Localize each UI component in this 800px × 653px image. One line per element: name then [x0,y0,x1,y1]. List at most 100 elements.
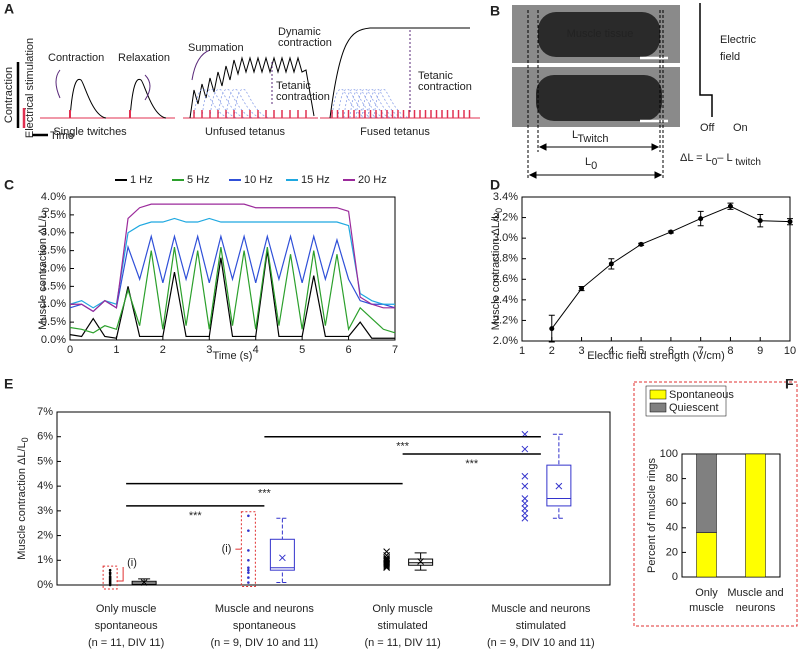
formula-part: – L [717,152,732,164]
x-tick-label: 0 [67,344,73,356]
panel-label: D [490,177,500,193]
category-label: Only muscle [96,603,157,615]
x-tick-label: 5 [638,345,644,357]
point [108,571,112,574]
annotation: (i) [127,557,137,569]
field-label: field [720,51,740,63]
schematic-curve [367,88,405,119]
schematic-label: Tetanic [276,80,311,92]
y-tick-label: 3.0% [41,227,66,239]
schematic-curve [193,88,231,119]
schematic-curve [329,27,470,119]
tissue-label: Muscle tissue [567,28,634,40]
data-point [668,229,674,235]
point [521,509,529,517]
y-tick-label: 100 [660,448,678,460]
schematic-curve [361,88,399,119]
x-tick-label: 7 [698,345,704,357]
l-zero-part: 0 [591,160,597,172]
tissue-top [538,12,660,57]
schematic-curve [337,88,375,119]
y-tick-label: 2.5% [41,245,66,257]
point [383,548,390,555]
schematic-label: Contraction [48,52,104,64]
point [521,482,529,490]
y-axis-label-main: Percent of muscle rings [646,458,658,573]
annotation: (i) [222,543,232,555]
legend-swatch [649,402,667,413]
y-axis-label-sub: 0 [41,207,51,212]
y-tick-label: 3.0% [493,232,518,244]
schematic-caption: Fused tetanus [360,126,430,138]
point [521,472,529,480]
field-signal [699,3,713,117]
y-tick-label: 2.6% [493,273,518,285]
annotation-arrow [117,567,124,582]
point [247,558,250,562]
tissue-bottom [536,75,662,121]
formula-part: ΔL = L [680,152,712,164]
schematic-curve [129,78,167,119]
category-n: (n = 9, DIV 10 and 11) [211,637,319,649]
field-off: Off [700,122,715,134]
y-tick-label: 0.5% [41,316,66,328]
x-tick-label: 1 [113,344,119,356]
legend-label: 10 Hz [244,174,273,186]
y-tick-label: 1.5% [41,280,66,292]
mean-marker [279,554,286,562]
y-tick-label: 2.8% [493,253,518,265]
panel-f-frame [633,381,798,627]
y-tick-label: 2% [37,529,53,541]
y-tick-label: 0 [672,571,678,583]
x-axis-label: Electric field strength (V/cm) [587,350,725,362]
schematic-curve [355,88,393,119]
y-tick-label: 7% [37,406,53,418]
mean-marker [140,579,148,586]
panel-label: F [785,376,794,392]
l-twitch-part: L [572,129,578,141]
data-point [638,241,644,247]
legend-label: 5 Hz [187,174,210,186]
significance-label: *** [465,458,479,470]
legend-label: 15 Hz [301,174,330,186]
x-tick-label: 8 [727,345,733,357]
data-point [727,203,733,209]
plot-frame [69,196,396,341]
schematic-curve [189,56,315,119]
x-tick-label: 6 [346,344,352,356]
x-tick-label: 4 [253,344,259,356]
y-axis-label-sub: 0 [20,437,30,442]
box [269,538,295,571]
category-n: (n = 9, DIV 10 and 11) [487,637,595,649]
point [247,581,250,584]
l-twitch: LTwitch [572,129,609,145]
field-on: On [733,122,748,134]
schematic-curve [373,88,411,119]
point [247,514,250,518]
point [521,500,529,507]
schematic-caption: Single twitches [53,126,127,138]
panel-label: E [4,376,13,392]
formula-part: twitch [733,157,761,168]
field-label: Electric [720,34,757,46]
category-label: spontaneous [233,620,296,632]
point [521,514,529,522]
category-n: (n = 11, DIV 11) [364,637,440,649]
plot-frame [681,453,781,578]
point [521,495,529,502]
bar-segment [696,532,717,578]
point [247,529,250,532]
point [247,571,250,574]
data-point [608,261,614,267]
schematic-curve [343,88,381,119]
schematic-label: Dynamic [278,26,321,38]
y-tick-label: 5% [37,455,53,467]
data-point [579,286,585,292]
x-tick-label: 7 [392,344,398,356]
point [521,505,529,512]
significance-label: *** [189,510,203,522]
box [546,464,572,507]
data-point [757,218,763,224]
series-line [69,233,396,313]
